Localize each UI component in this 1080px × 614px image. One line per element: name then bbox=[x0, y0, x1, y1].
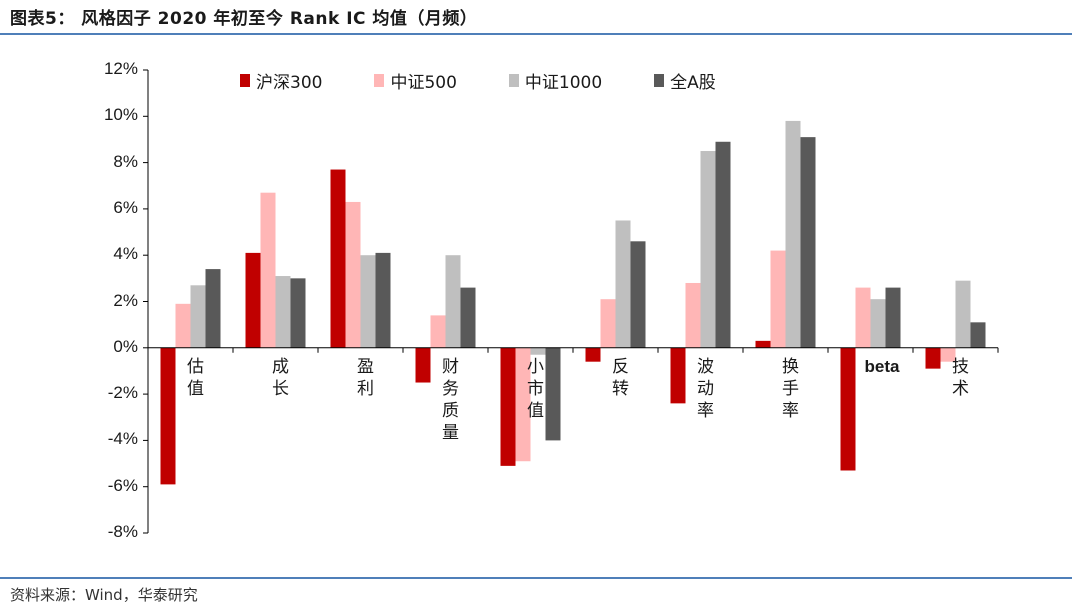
bar bbox=[190, 285, 206, 348]
bar bbox=[530, 347, 546, 355]
source-note: 资料来源：Wind，华泰研究 bbox=[10, 586, 198, 604]
bar bbox=[670, 347, 686, 404]
y-tick-label: 10% bbox=[103, 105, 138, 125]
x-category-label: 换手率 bbox=[782, 356, 799, 421]
bar bbox=[770, 250, 786, 348]
legend-label-zz500: 中证500 bbox=[390, 72, 457, 93]
bar bbox=[955, 280, 971, 348]
x-category-label: 技术 bbox=[952, 356, 969, 399]
bar bbox=[970, 322, 986, 348]
bar bbox=[715, 141, 731, 348]
bar bbox=[360, 255, 376, 348]
bar bbox=[345, 201, 361, 348]
bar bbox=[855, 287, 871, 348]
bar bbox=[685, 282, 701, 348]
bar bbox=[615, 220, 631, 348]
y-tick-label: 6% bbox=[113, 197, 138, 217]
bar bbox=[755, 340, 771, 348]
x-category-label: 反转 bbox=[612, 356, 629, 399]
bar bbox=[545, 347, 561, 441]
bar bbox=[415, 347, 431, 383]
bar bbox=[785, 120, 801, 348]
bar bbox=[160, 347, 176, 485]
legend-label-zz1000: 中证1000 bbox=[524, 72, 603, 93]
legend-label-all-a: 全A股 bbox=[670, 72, 716, 93]
legend-item-hs300: 沪深300 bbox=[240, 68, 322, 93]
y-tick-label: 12% bbox=[103, 59, 138, 78]
bar bbox=[460, 287, 476, 348]
bar bbox=[630, 241, 646, 348]
bar bbox=[870, 299, 886, 348]
legend-item-all-a: 全A股 bbox=[654, 68, 716, 93]
source-rule bbox=[0, 577, 1072, 579]
x-category-label: 小市值 bbox=[527, 356, 544, 421]
bar bbox=[205, 269, 221, 348]
legend-swatch-zz1000 bbox=[508, 73, 519, 87]
bar bbox=[700, 151, 716, 348]
bar bbox=[885, 287, 901, 348]
y-tick-label: -2% bbox=[107, 383, 138, 403]
bar bbox=[940, 347, 956, 362]
legend-item-zz500: 中证500 bbox=[374, 68, 457, 93]
y-tick-label: 4% bbox=[113, 244, 138, 264]
x-category-label: 财务质量 bbox=[442, 356, 459, 443]
bar bbox=[840, 347, 856, 471]
bar bbox=[600, 299, 616, 348]
y-tick-label: 8% bbox=[113, 151, 138, 171]
legend-swatch-hs300 bbox=[240, 73, 250, 87]
x-category-label: 盈利 bbox=[357, 356, 374, 399]
bar bbox=[175, 303, 191, 348]
x-category-label: beta bbox=[864, 356, 900, 376]
bar bbox=[430, 315, 446, 348]
bar bbox=[515, 347, 531, 462]
bar bbox=[375, 252, 391, 348]
bar bbox=[260, 192, 276, 348]
y-tick-label: 0% bbox=[113, 336, 138, 356]
x-category-label: 成长 bbox=[272, 356, 289, 399]
bar bbox=[290, 278, 306, 348]
y-tick-label: -8% bbox=[107, 522, 138, 541]
figure-title: 图表5： 风格因子 2020 年初至今 Rank IC 均值（月频） bbox=[10, 9, 478, 29]
title-rule bbox=[0, 33, 1072, 35]
legend-swatch-zz500 bbox=[374, 73, 385, 87]
legend-swatch-all-a bbox=[654, 73, 665, 87]
chart-legend: 沪深300 中证500 中证1000 全A股 bbox=[240, 68, 768, 93]
x-category-label: 波动率 bbox=[697, 356, 714, 421]
bar bbox=[800, 137, 816, 348]
bar bbox=[275, 276, 291, 348]
bar bbox=[330, 169, 346, 348]
legend-item-zz1000: 中证1000 bbox=[508, 68, 603, 93]
bar bbox=[445, 255, 461, 348]
bar bbox=[925, 347, 941, 369]
y-tick-label: 2% bbox=[113, 290, 138, 310]
y-tick-label: -6% bbox=[107, 475, 138, 495]
bar bbox=[245, 252, 261, 348]
bar bbox=[500, 347, 516, 466]
legend-label-hs300: 沪深300 bbox=[256, 72, 323, 93]
x-category-label: 估值 bbox=[187, 356, 204, 399]
bar bbox=[585, 347, 601, 362]
y-tick-label: -4% bbox=[107, 429, 138, 449]
bar-chart bbox=[143, 69, 999, 534]
